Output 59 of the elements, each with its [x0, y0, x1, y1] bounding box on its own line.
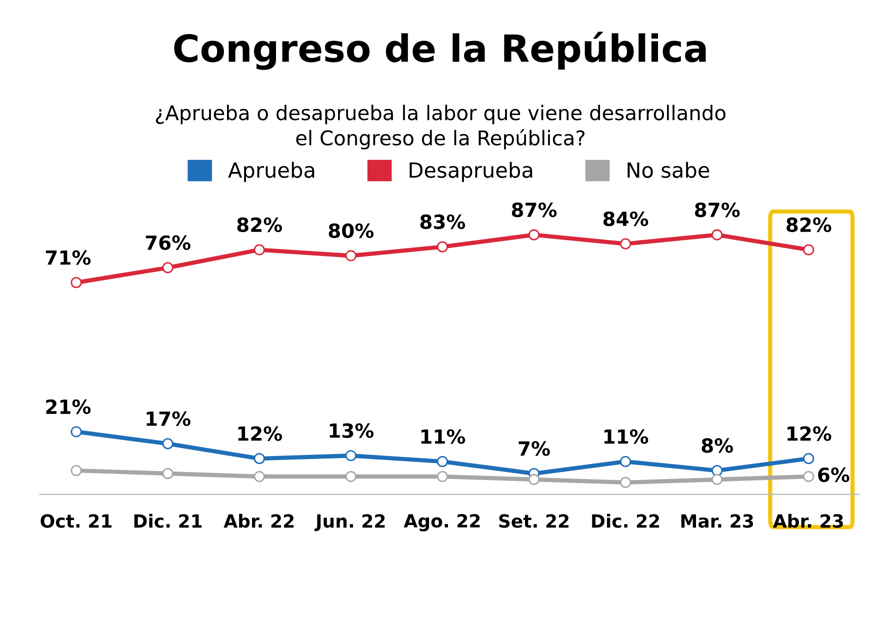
point — [70, 277, 82, 288]
data-label: 12% — [788, 426, 832, 441]
data-label: 82% — [237, 217, 282, 232]
data-label: 82% — [786, 217, 832, 232]
data-label: 6% — [818, 467, 850, 482]
point — [254, 453, 265, 464]
data-label: 84% — [603, 211, 648, 226]
point — [803, 470, 814, 482]
x-tick-label: Set. 22 — [499, 514, 568, 528]
data-label: 87% — [512, 202, 557, 218]
point — [345, 450, 356, 462]
data-label: 17% — [146, 411, 190, 426]
data-label: 80% — [328, 223, 374, 238]
point — [528, 474, 540, 486]
point — [436, 470, 448, 482]
point — [712, 464, 723, 476]
chart-title: Congreso de la República — [174, 32, 706, 70]
point — [803, 453, 814, 464]
data-label: 76% — [146, 235, 190, 250]
data-label: 87% — [694, 202, 740, 218]
point — [528, 229, 540, 240]
legend-label: Aprueba — [228, 162, 314, 182]
point — [345, 250, 356, 262]
point — [162, 262, 174, 274]
point — [436, 456, 448, 468]
x-tick-label: Abr. 23 — [772, 514, 843, 528]
x-tick-label: Jun. 22 — [314, 514, 385, 532]
point — [162, 468, 174, 480]
point — [620, 238, 632, 250]
x-tick-label: Abr. 22 — [224, 514, 294, 528]
legend-label: Desaprueba — [410, 162, 532, 182]
point — [254, 470, 265, 482]
point — [620, 476, 632, 488]
data-label: 11% — [421, 429, 466, 444]
x-tick-label: Dic. 22 — [592, 514, 660, 528]
legend-label: No sabe — [628, 162, 710, 178]
data-label: 13% — [330, 423, 374, 438]
data-label: 8% — [702, 438, 733, 453]
point — [712, 229, 723, 240]
point — [345, 470, 356, 482]
x-tick-label: Oct. 21 — [40, 514, 112, 528]
point — [712, 474, 723, 486]
x-tick-label: Dic. 21 — [134, 514, 202, 528]
x-tick-label: Mar. 23 — [681, 514, 754, 528]
chart-subtitle: ¿Aprueba o desaprueba la labor que viene desarrollando el Congreso de la República? — [156, 104, 726, 150]
point — [436, 241, 448, 252]
data-label: 71% — [46, 250, 91, 265]
point — [162, 438, 174, 450]
x-tick-label: Ago. 22 — [404, 514, 480, 532]
data-label: 21% — [46, 399, 91, 414]
point — [803, 244, 814, 256]
data-label: 7% — [518, 441, 550, 456]
point — [70, 426, 82, 438]
data-label: 12% — [238, 426, 282, 441]
data-label: 83% — [420, 214, 466, 230]
point — [254, 244, 265, 256]
point — [70, 464, 82, 476]
point — [620, 456, 632, 468]
data-label: 11% — [604, 429, 648, 444]
